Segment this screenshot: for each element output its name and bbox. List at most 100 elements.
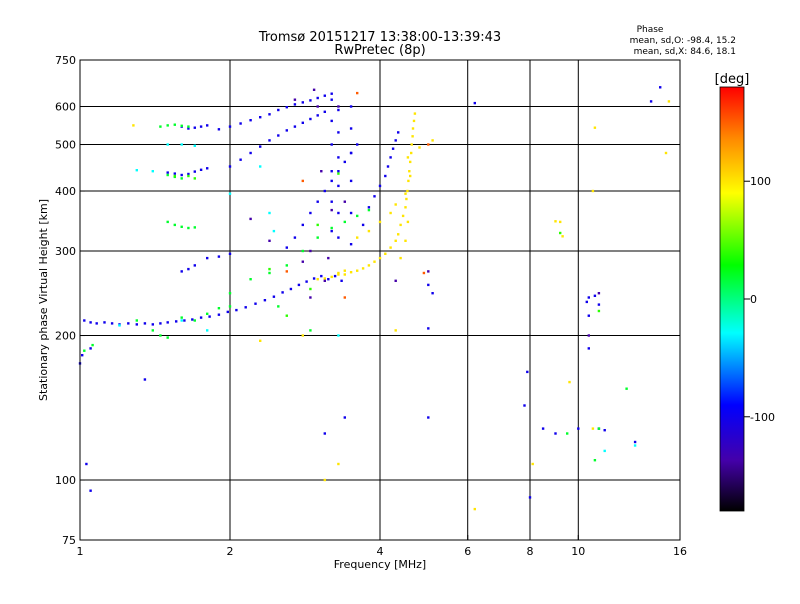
data-point: [406, 156, 410, 159]
data-point: [597, 309, 601, 313]
x-tick-label: 1: [77, 545, 84, 558]
data-point: [151, 170, 154, 173]
x-tick-label: 10: [571, 545, 585, 558]
data-point: [193, 144, 196, 147]
data-point: [293, 125, 297, 128]
data-point: [397, 233, 400, 236]
data-point: [239, 158, 242, 161]
data-point: [323, 189, 326, 193]
data-point: [343, 416, 346, 419]
data-point: [411, 135, 414, 138]
data-point: [263, 299, 267, 302]
data-point: [228, 125, 232, 128]
data-point: [180, 124, 183, 127]
colorbar-ticks: 100 0 -100: [744, 175, 775, 424]
data-point: [281, 291, 284, 294]
data-point: [159, 322, 162, 325]
stats-title: Phase: [637, 25, 664, 35]
data-point: [603, 429, 606, 432]
data-point: [285, 129, 288, 132]
data-point: [180, 319, 183, 322]
data-point: [293, 98, 297, 101]
data-point: [173, 223, 176, 227]
data-point: [173, 172, 176, 175]
data-point: [407, 179, 410, 183]
stats-line-o: mean, sd,O: -98.4, 15.2: [630, 36, 736, 46]
data-point: [239, 122, 242, 125]
data-point: [361, 267, 365, 270]
data-point: [378, 220, 382, 224]
data-point: [259, 116, 262, 119]
x-tick-label: 16: [673, 545, 687, 558]
data-point: [554, 220, 557, 223]
data-point: [320, 170, 323, 173]
data-point: [591, 189, 595, 193]
data-point: [593, 294, 597, 297]
data-point: [193, 264, 196, 267]
y-tick-label: 300: [55, 245, 76, 258]
data-point: [523, 404, 526, 407]
data-point: [406, 189, 409, 193]
data-point: [394, 203, 397, 206]
data-point: [343, 200, 346, 203]
data-point: [301, 260, 304, 263]
data-point: [259, 165, 262, 168]
data-point: [187, 267, 190, 271]
data-point: [166, 336, 169, 339]
data-point: [333, 274, 337, 278]
data-point: [228, 192, 232, 195]
data-point: [175, 320, 178, 323]
data-point: [649, 100, 653, 103]
data-point: [330, 170, 333, 173]
data-point: [330, 98, 333, 101]
data-point: [180, 270, 183, 273]
data-point: [208, 315, 211, 318]
data-point: [132, 124, 135, 127]
data-point: [337, 184, 340, 188]
data-point: [361, 223, 365, 227]
data-points: [78, 86, 671, 511]
y-tick-label: 600: [55, 101, 76, 114]
data-point: [349, 211, 353, 215]
data-point: [667, 100, 671, 103]
data-point: [268, 271, 271, 275]
data-point: [180, 225, 183, 228]
data-point: [327, 278, 330, 281]
data-point: [427, 283, 430, 287]
data-point: [391, 147, 395, 150]
data-point: [337, 271, 340, 275]
data-point: [249, 217, 252, 221]
data-point: [312, 277, 316, 280]
data-point: [349, 243, 353, 246]
data-point: [330, 200, 333, 203]
data-point: [187, 125, 190, 128]
data-point: [323, 279, 326, 282]
data-point: [587, 314, 590, 317]
grid-lines: [80, 60, 680, 540]
data-point: [193, 319, 196, 322]
colorbar-label: [deg]: [715, 72, 750, 87]
colorbar-tick-label: 0: [750, 293, 757, 306]
data-point: [226, 310, 229, 314]
data-point: [593, 459, 597, 462]
data-point: [217, 128, 221, 131]
x-tick-label: 4: [377, 545, 384, 558]
data-point: [103, 321, 106, 324]
y-tick-label: 500: [55, 139, 76, 152]
data-point: [180, 143, 183, 146]
data-point: [330, 119, 333, 123]
data-point: [386, 165, 390, 168]
data-point: [135, 169, 138, 172]
data-point: [309, 296, 312, 299]
data-point: [337, 170, 340, 173]
data-point: [235, 308, 238, 312]
data-point: [406, 220, 410, 224]
data-point: [285, 106, 288, 109]
data-point: [427, 416, 430, 419]
data-point: [367, 264, 371, 267]
data-point: [180, 316, 183, 319]
data-point: [268, 211, 271, 215]
data-point: [289, 287, 293, 291]
data-point: [173, 174, 176, 178]
